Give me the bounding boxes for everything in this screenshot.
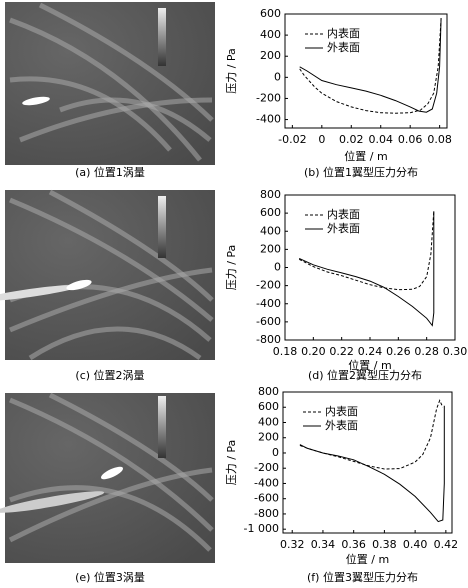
y-tick-label: -600: [256, 315, 281, 328]
x-tick-label: 0.28: [414, 345, 439, 358]
series-line: [299, 405, 445, 523]
y-tick-label: -200: [256, 279, 281, 292]
vorticity-image-3: [0, 392, 215, 563]
x-tick-label: 0.22: [329, 345, 354, 358]
y-tick-label: -600: [254, 492, 279, 505]
plot-frame: [282, 391, 453, 534]
y-tick-label: 400: [260, 28, 281, 41]
series-line: [299, 18, 442, 113]
vorticity-image-1: [5, 2, 215, 165]
series-line: [299, 399, 444, 470]
x-tick-label: 0.40: [403, 538, 428, 551]
vorticity-image-2: [0, 189, 215, 361]
y-tick-label: 800: [260, 188, 281, 201]
x-tick-label: 0.34: [311, 538, 336, 551]
x-tick-label: 0: [318, 133, 325, 146]
y-tick-label: 0: [274, 261, 281, 274]
chart-caption: (d) 位置2翼型压力分布: [308, 368, 422, 382]
x-tick-label: 0.02: [339, 133, 364, 146]
x-axis-title: 位置 / m: [348, 358, 391, 372]
y-tick-label: 600: [258, 400, 279, 413]
y-tick-label: -200: [254, 461, 279, 474]
y-tick-label: 0: [272, 446, 279, 459]
y-tick-label: -400: [254, 476, 279, 489]
x-tick-label: 0.42: [434, 538, 459, 551]
x-tick-label: 0.06: [398, 133, 423, 146]
legend-label: 内表面: [327, 207, 360, 221]
x-tick-label: 0.08: [427, 133, 452, 146]
chart-caption: (f) 位置3翼型压力分布: [307, 570, 418, 584]
series-line: [298, 211, 435, 327]
image-caption: (e) 位置3涡量: [75, 570, 145, 584]
plot-frame: [284, 13, 448, 129]
series-line: [298, 211, 435, 291]
x-tick-label: 0.30: [443, 345, 468, 358]
y-tick-label: -400: [256, 297, 281, 310]
x-tick-label: 0.24: [358, 345, 383, 358]
y-axis-title: 压力 / Pa: [225, 440, 238, 486]
y-tick-label: 400: [258, 415, 279, 428]
legend-label: 外表面: [327, 221, 360, 235]
y-tick-label: 400: [260, 224, 281, 237]
legend-label: 外表面: [327, 40, 360, 54]
y-axis-title: 压力 / Pa: [225, 245, 238, 291]
plot-frame: [284, 194, 456, 341]
x-tick-label: 0.36: [341, 538, 366, 551]
y-tick-label: 0: [274, 70, 281, 83]
y-tick-label: -800: [256, 333, 281, 346]
y-tick-label: 600: [260, 206, 281, 219]
image-caption: (a) 位置1涡量: [75, 165, 145, 179]
x-tick-label: 0.18: [273, 345, 298, 358]
legend-label: 内表面: [325, 404, 358, 418]
legend-label: 外表面: [325, 418, 358, 432]
series-line: [299, 18, 442, 114]
y-tick-label: 600: [260, 7, 281, 20]
x-axis-title: 位置 / m: [346, 552, 389, 566]
chart-caption: (b) 位置1翼型压力分布: [304, 165, 418, 179]
y-tick-label: 200: [260, 242, 281, 255]
y-axis-title: 压力 / Pa: [225, 48, 238, 94]
x-tick-label: -0.02: [278, 133, 306, 146]
x-tick-label: 0.20: [301, 345, 326, 358]
x-tick-label: 0.38: [372, 538, 397, 551]
image-caption: (c) 位置2涡量: [75, 368, 144, 382]
y-tick-label: -400: [256, 113, 281, 126]
y-tick-label: 200: [260, 49, 281, 62]
x-tick-label: 0.04: [368, 133, 393, 146]
x-tick-label: 0.26: [386, 345, 411, 358]
y-tick-label: 200: [258, 431, 279, 444]
x-tick-label: 0.32: [280, 538, 305, 551]
y-tick-label: -1 000: [244, 522, 279, 535]
legend-label: 内表面: [327, 26, 360, 40]
x-axis-title: 位置 / m: [344, 149, 387, 163]
y-tick-label: 800: [258, 385, 279, 398]
y-tick-label: -200: [256, 91, 281, 104]
y-tick-label: -800: [254, 507, 279, 520]
